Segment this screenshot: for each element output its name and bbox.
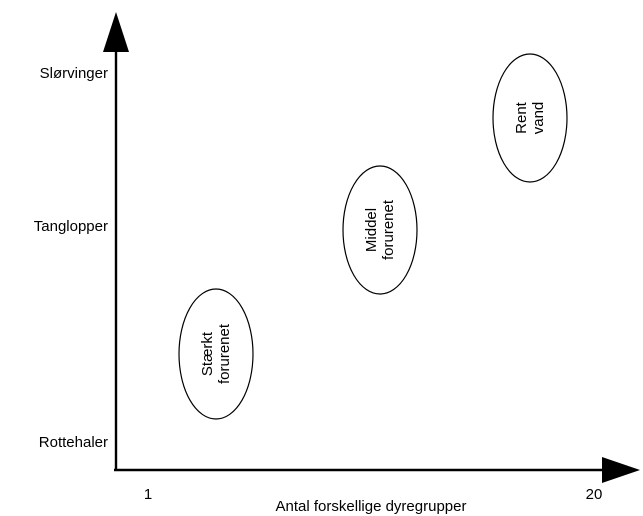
zone-label-line2: vand [530, 102, 547, 135]
zone-strongly-polluted: Stærkt forurenet [178, 288, 254, 420]
y-label-rottehaler: Rottehaler [39, 434, 108, 451]
zone-label-line1: Rent [513, 101, 530, 134]
zone-ellipse [342, 165, 418, 295]
x-axis-arrowhead [602, 457, 640, 483]
zone-label-line2: forurenet [380, 199, 397, 260]
x-axis-title: Antal forskellige dyregrupper [276, 498, 467, 515]
zone-label-line1: Middel [363, 208, 380, 252]
x-tick-min: 1 [144, 486, 152, 503]
y-label-slorvinger: Slørvinger [40, 65, 108, 82]
zone-clean-water: Rent vand [492, 53, 568, 183]
y-label-tanglopper: Tanglopper [34, 218, 108, 235]
zone-label-line1: Stærkt [199, 331, 216, 376]
zone-medium-polluted: Middel forurenet [342, 165, 418, 295]
zone-label-line2: forurenet [216, 323, 233, 384]
x-tick-max: 20 [586, 486, 603, 503]
zone-ellipse [492, 53, 568, 183]
zone-ellipse [178, 288, 254, 420]
y-axis-arrowhead [103, 12, 129, 52]
